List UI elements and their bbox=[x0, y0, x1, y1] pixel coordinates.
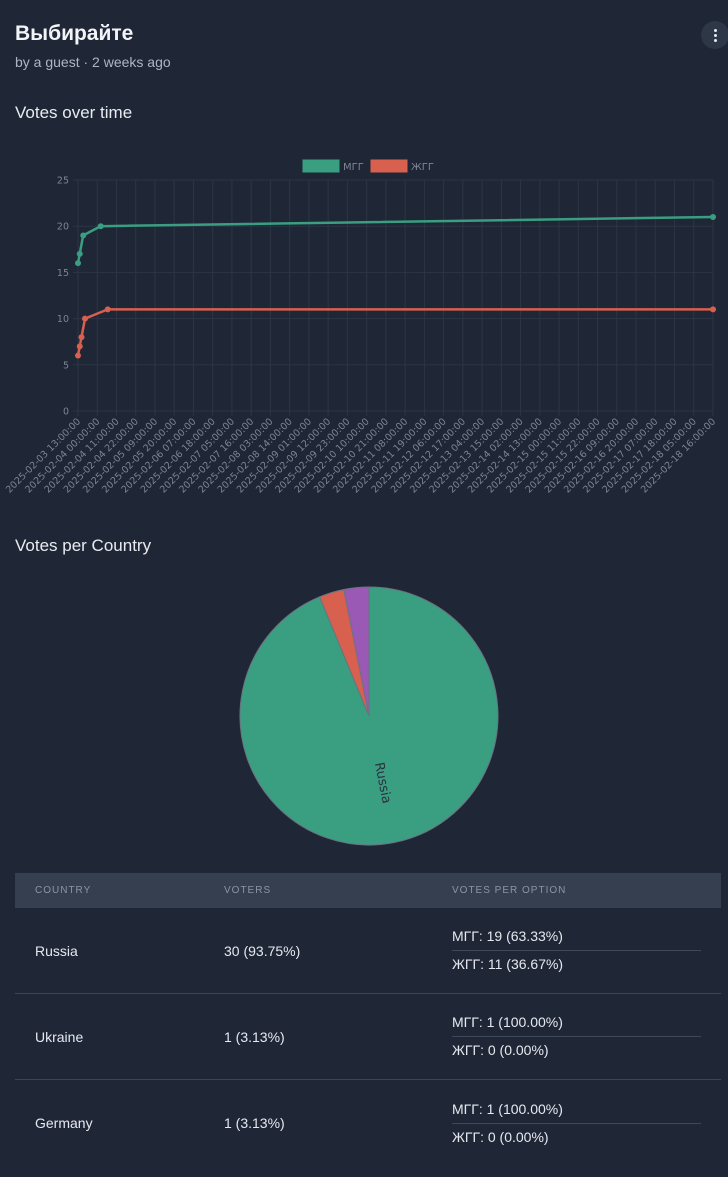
data-point bbox=[76, 343, 83, 350]
legend-swatch bbox=[370, 159, 408, 173]
option-votes: МГГ: 19 (63.33%) bbox=[452, 923, 701, 951]
data-point bbox=[75, 352, 81, 359]
more-options-button[interactable] bbox=[701, 21, 728, 49]
data-point bbox=[710, 213, 716, 220]
data-point bbox=[75, 260, 81, 267]
y-tick-label: 5 bbox=[63, 360, 69, 371]
voters-cell: 1 (3.13%) bbox=[224, 1028, 285, 1045]
legend-swatch bbox=[302, 159, 340, 173]
y-tick-label: 0 bbox=[63, 407, 69, 418]
data-point bbox=[104, 306, 111, 313]
votes-per-option-cell: МГГ: 19 (63.33%) ЖГГ: 11 (36.67%) bbox=[452, 923, 721, 978]
country-table: COUNTRY VOTERS VOTES PER OPTION Russia 30… bbox=[15, 873, 721, 1166]
y-tick-label: 15 bbox=[57, 268, 69, 279]
y-tick-label: 20 bbox=[57, 222, 69, 233]
option-votes: ЖГГ: 0 (0.00%) bbox=[452, 1128, 549, 1145]
data-point bbox=[710, 306, 716, 313]
voters-cell: 1 (3.13%) bbox=[224, 1115, 285, 1131]
data-point bbox=[81, 315, 88, 322]
data-point bbox=[78, 334, 85, 341]
pie-slice bbox=[343, 586, 370, 717]
table-row: Ukraine 1 (3.13%) МГГ: 1 (100.00%) ЖГГ: 0 (… bbox=[15, 994, 721, 1080]
voters-cell: 30 (93.75%) bbox=[224, 942, 301, 959]
y-tick-label: 25 bbox=[57, 176, 69, 187]
votes-per-option-cell: МГГ: 1 (100.00%) ЖГГ: 0 (0.00%) bbox=[452, 1009, 721, 1064]
votes-per-option-cell: МГГ: 1 (100.00%) ЖГГ: 0 (0.00%) bbox=[452, 1096, 721, 1151]
option-votes: МГГ: 1 (100.00%) bbox=[452, 1096, 701, 1124]
header-votes-per-option: VOTES PER OPTION bbox=[452, 885, 567, 896]
header-country: COUNTRY bbox=[35, 885, 92, 896]
option-votes: ЖГГ: 11 (36.67%) bbox=[452, 956, 564, 972]
poll-subtitle: by a guest · 2 weeks ago bbox=[15, 54, 171, 70]
legend-label: ЖГГ bbox=[411, 162, 434, 173]
table-row: Russia 30 (93.75%) МГГ: 19 (63.33%) ЖГГ: 11… bbox=[15, 908, 721, 994]
votes-per-country-title: Votes per Country bbox=[15, 536, 152, 555]
votes-per-country-chart: Russia bbox=[239, 586, 499, 846]
table-row: Germany 1 (3.13%) МГГ: 1 (100.00%) ЖГГ: 0 (… bbox=[15, 1080, 721, 1166]
page-title: Выбирайте bbox=[15, 22, 134, 45]
header-voters: VOTERS bbox=[224, 885, 272, 896]
data-point bbox=[80, 232, 87, 239]
series-line bbox=[76, 308, 713, 356]
more-vert-icon bbox=[713, 28, 717, 32]
data-point bbox=[76, 250, 83, 257]
series-line bbox=[76, 215, 714, 264]
country-cell: Germany bbox=[35, 1115, 93, 1131]
country-cell: Ukraine bbox=[35, 1028, 84, 1045]
country-cell: Russia bbox=[35, 942, 78, 959]
option-votes: МГГ: 1 (100.00%) bbox=[452, 1009, 701, 1037]
option-votes: ЖГГ: 0 (0.00%) bbox=[452, 1042, 549, 1058]
data-point bbox=[97, 223, 104, 230]
votes-over-time-title: Votes over time bbox=[15, 103, 133, 122]
y-tick-label: 10 bbox=[57, 314, 69, 325]
legend-label: МГГ bbox=[343, 162, 364, 173]
table-header: COUNTRY VOTERS VOTES PER OPTION bbox=[15, 873, 721, 908]
